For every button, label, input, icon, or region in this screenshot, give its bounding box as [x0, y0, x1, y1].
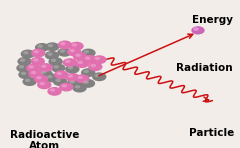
- Circle shape: [51, 64, 66, 73]
- Circle shape: [34, 75, 48, 83]
- Circle shape: [72, 84, 87, 92]
- Circle shape: [53, 77, 67, 86]
- Circle shape: [45, 51, 59, 60]
- Circle shape: [65, 60, 71, 63]
- Circle shape: [54, 65, 59, 69]
- Circle shape: [95, 74, 100, 77]
- Circle shape: [90, 64, 96, 67]
- Circle shape: [38, 69, 53, 78]
- Circle shape: [45, 74, 59, 82]
- Circle shape: [28, 69, 43, 78]
- Circle shape: [75, 59, 89, 68]
- Circle shape: [36, 76, 42, 79]
- Circle shape: [16, 64, 31, 73]
- Circle shape: [84, 70, 89, 73]
- Circle shape: [92, 72, 107, 81]
- Circle shape: [18, 70, 33, 79]
- Circle shape: [35, 43, 49, 52]
- Circle shape: [57, 48, 72, 57]
- Text: Energy: Energy: [192, 15, 233, 25]
- Circle shape: [31, 71, 36, 74]
- Circle shape: [31, 57, 45, 66]
- Circle shape: [67, 48, 81, 56]
- Circle shape: [40, 82, 45, 85]
- Circle shape: [50, 88, 55, 92]
- Circle shape: [88, 62, 102, 71]
- Circle shape: [55, 79, 61, 82]
- Circle shape: [69, 49, 75, 52]
- Circle shape: [33, 58, 39, 62]
- Text: Particle: Particle: [189, 128, 234, 138]
- Circle shape: [51, 59, 56, 62]
- Circle shape: [54, 70, 68, 79]
- Circle shape: [61, 84, 67, 87]
- Text: Radiation: Radiation: [176, 63, 233, 73]
- Circle shape: [29, 65, 34, 69]
- Circle shape: [84, 50, 89, 53]
- Text: Radioactive
Atom: Radioactive Atom: [10, 130, 79, 148]
- Circle shape: [39, 63, 53, 72]
- Circle shape: [78, 76, 83, 79]
- Circle shape: [56, 72, 62, 75]
- Circle shape: [92, 55, 107, 64]
- Circle shape: [37, 45, 43, 48]
- Circle shape: [19, 65, 24, 69]
- Circle shape: [58, 40, 72, 49]
- Circle shape: [45, 42, 60, 51]
- Circle shape: [48, 57, 63, 66]
- Circle shape: [47, 75, 53, 78]
- Circle shape: [59, 83, 73, 91]
- Circle shape: [63, 58, 77, 67]
- Circle shape: [21, 50, 35, 58]
- Circle shape: [22, 77, 37, 86]
- Circle shape: [34, 50, 39, 53]
- Circle shape: [85, 57, 90, 60]
- Circle shape: [75, 85, 80, 89]
- Circle shape: [191, 26, 205, 34]
- Circle shape: [81, 79, 95, 88]
- Circle shape: [68, 66, 73, 70]
- Circle shape: [48, 44, 53, 47]
- Circle shape: [20, 58, 25, 62]
- Circle shape: [37, 80, 51, 89]
- Circle shape: [81, 49, 96, 57]
- Circle shape: [65, 73, 80, 82]
- Circle shape: [193, 27, 199, 31]
- Circle shape: [23, 51, 29, 54]
- Circle shape: [75, 74, 90, 83]
- Circle shape: [25, 79, 30, 82]
- Circle shape: [95, 57, 100, 60]
- Circle shape: [78, 61, 83, 64]
- Circle shape: [83, 55, 97, 64]
- Circle shape: [68, 74, 73, 78]
- Circle shape: [31, 49, 45, 57]
- Circle shape: [72, 43, 77, 47]
- Circle shape: [41, 65, 47, 68]
- Circle shape: [69, 42, 84, 51]
- Circle shape: [26, 64, 40, 73]
- Circle shape: [75, 54, 81, 57]
- Circle shape: [41, 71, 46, 74]
- Circle shape: [60, 42, 66, 45]
- Circle shape: [81, 68, 96, 77]
- Circle shape: [65, 65, 79, 74]
- Circle shape: [73, 52, 87, 61]
- Circle shape: [83, 81, 89, 84]
- Circle shape: [21, 72, 26, 75]
- Circle shape: [47, 87, 62, 96]
- Circle shape: [17, 57, 32, 66]
- Circle shape: [47, 52, 53, 56]
- Circle shape: [69, 80, 75, 84]
- Circle shape: [67, 79, 81, 88]
- Circle shape: [60, 49, 65, 53]
